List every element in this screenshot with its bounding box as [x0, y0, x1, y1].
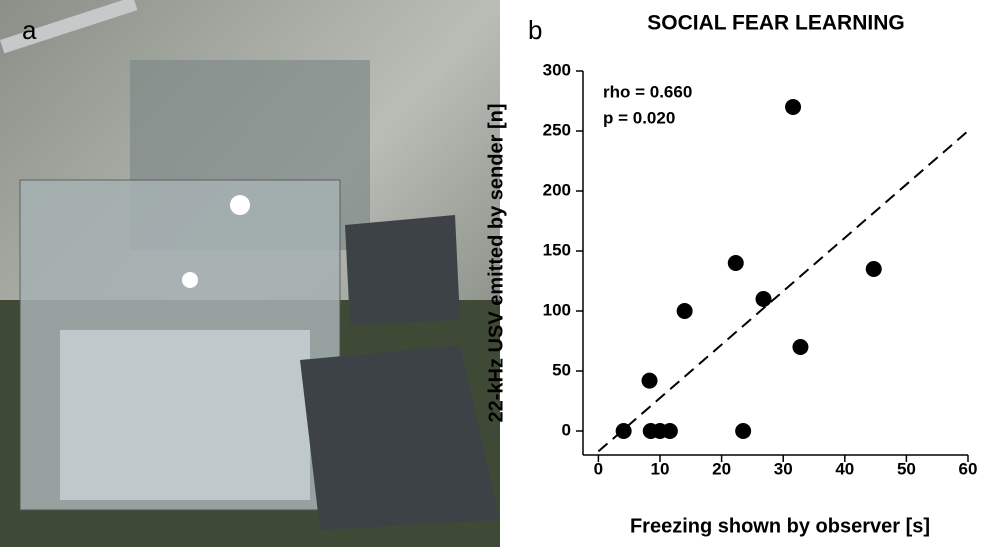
y-tick-label: 200 [543, 180, 571, 199]
data-point [865, 261, 882, 277]
fit-line [597, 130, 969, 453]
photo [0, 0, 500, 547]
y-axis-title: 22-kHz USV emitted by sender [n] [485, 104, 507, 423]
x-tick-label: 60 [959, 459, 978, 478]
y-tick-label: 150 [543, 240, 571, 259]
data-point [641, 372, 658, 389]
x-tick-label: 40 [835, 459, 854, 478]
annotation: rho = 0.660 [603, 82, 692, 101]
y-tick-label: 300 [543, 60, 571, 79]
panel-label: a [22, 15, 37, 45]
x-axis-title: Freezing shown by observer [s] [630, 515, 930, 537]
data-point [792, 339, 809, 355]
data-point [755, 291, 772, 307]
data-point [615, 423, 632, 439]
x-tick-label: 10 [651, 459, 670, 478]
x-tick-label: 20 [712, 459, 731, 478]
y-tick-label: 250 [543, 120, 571, 139]
annotation: p = 0.020 [603, 108, 675, 127]
y-tick-label: 100 [543, 300, 571, 319]
panel-label: b [528, 15, 542, 45]
y-tick-label: 50 [552, 360, 571, 379]
data-point [661, 423, 678, 439]
data-point [727, 255, 744, 271]
y-tick-label: 0 [562, 420, 571, 439]
chart-title: SOCIAL FEAR LEARNING [647, 12, 904, 35]
x-tick-label: 0 [594, 459, 603, 478]
data-point [785, 99, 802, 115]
data-point [676, 303, 693, 319]
x-tick-label: 30 [774, 459, 793, 478]
x-tick-label: 50 [897, 459, 916, 478]
data-point [735, 423, 752, 439]
